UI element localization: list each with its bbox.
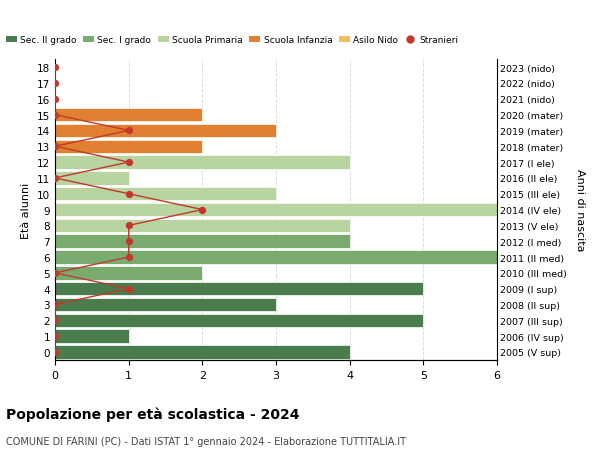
Bar (55, 219, 350, 233)
Point (50, 143, 60, 151)
Bar (55, 314, 424, 327)
Bar (55, 124, 276, 138)
Point (124, 238, 134, 246)
Bar (55, 282, 424, 296)
Bar (55, 298, 276, 312)
Text: Popolazione per età scolastica - 2024: Popolazione per età scolastica - 2024 (6, 406, 299, 421)
Bar (55, 172, 129, 185)
Bar (55, 346, 350, 359)
Bar (55, 251, 497, 264)
Bar (55, 188, 276, 201)
Bar (55, 203, 497, 217)
Bar (55, 156, 350, 169)
Point (197, 207, 207, 214)
Point (124, 254, 134, 261)
Point (50, 80, 60, 88)
Point (50, 64, 60, 72)
Point (50, 269, 60, 277)
Bar (55, 235, 350, 248)
Point (50, 301, 60, 308)
Point (124, 222, 134, 230)
Point (50, 317, 60, 325)
Y-axis label: Età alunni: Età alunni (22, 182, 31, 238)
Y-axis label: Anni di nascita: Anni di nascita (575, 169, 585, 251)
Point (124, 285, 134, 293)
Bar (55, 267, 202, 280)
Point (50, 175, 60, 182)
Point (124, 190, 134, 198)
Point (124, 159, 134, 167)
Bar (55, 140, 202, 154)
Bar (55, 330, 129, 343)
Legend: Sec. II grado, Sec. I grado, Scuola Primaria, Scuola Infanzia, Asilo Nido, Stran: Sec. II grado, Sec. I grado, Scuola Prim… (6, 36, 458, 45)
Point (50, 112, 60, 119)
Point (124, 128, 134, 135)
Point (50, 348, 60, 356)
Text: COMUNE DI FARINI (PC) - Dati ISTAT 1° gennaio 2024 - Elaborazione TUTTITALIA.IT: COMUNE DI FARINI (PC) - Dati ISTAT 1° ge… (6, 436, 406, 446)
Point (50, 333, 60, 340)
Point (50, 96, 60, 103)
Bar (55, 109, 202, 122)
